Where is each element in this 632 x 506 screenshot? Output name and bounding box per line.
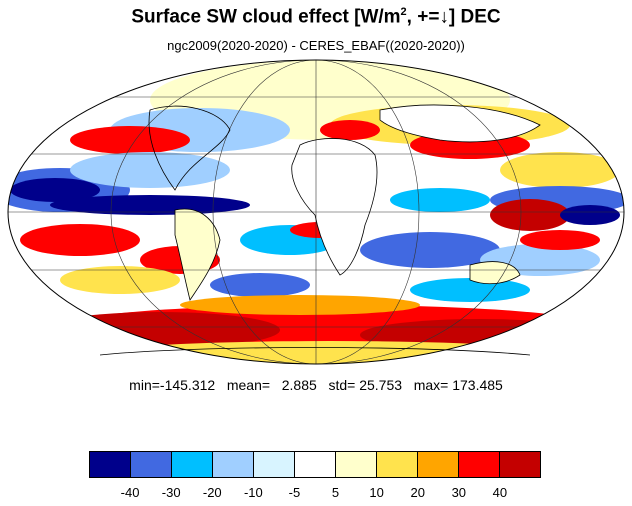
colorbar-tick-label: 20 [410, 485, 425, 500]
colorbar-swatch [500, 452, 540, 477]
colorbar-swatch [172, 452, 213, 477]
colorbar-tick-label: -5 [288, 485, 301, 500]
colorbar-tick-label: 5 [331, 485, 340, 500]
colorbar-swatch [418, 452, 459, 477]
colorbar-swatch [336, 452, 377, 477]
colorbar-swatch [295, 452, 336, 477]
colorbar-swatch [254, 452, 295, 477]
colorbar-tick-label: -40 [120, 485, 140, 500]
colorbar-swatch [90, 452, 131, 477]
colorbar-tick-label: -30 [161, 485, 181, 500]
colorbar-swatch [131, 452, 172, 477]
chart-title: Surface SW cloud effect [W/m2, +=↓] DEC [131, 6, 501, 28]
colorbar-swatch [459, 452, 500, 477]
colorbar-tick-label: 40 [492, 485, 508, 500]
statistics-line: min=-145.312 mean= 2.885 std= 25.753 max… [129, 377, 503, 393]
colorbar [89, 451, 541, 478]
colorbar-tick-label: -10 [243, 485, 263, 500]
colorbar-tick-label: 10 [369, 485, 384, 500]
colorbar-tick-label: -20 [202, 485, 222, 500]
colorbar-swatch [377, 452, 418, 477]
colorbar-tick-label: 30 [451, 485, 467, 500]
coastlines [99, 104, 541, 356]
chart-subtitle: ngc2009(2020-2020) - CERES_EBAF((2020-20… [167, 38, 465, 53]
colorbar-swatch [213, 452, 254, 477]
